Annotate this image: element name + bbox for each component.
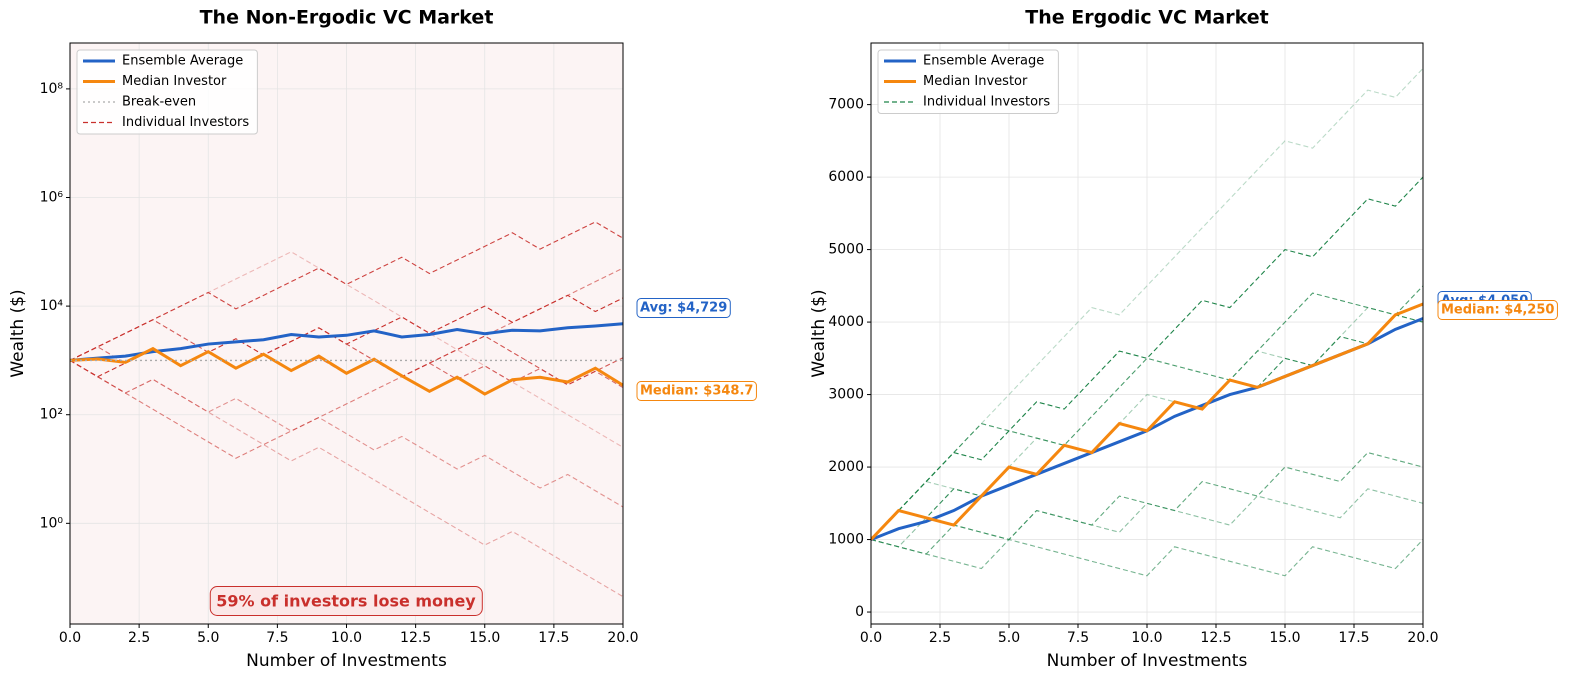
individual-path xyxy=(871,488,1423,548)
individual-path xyxy=(70,251,623,448)
legend: Ensemble Average Median Investor Individua… xyxy=(877,49,1059,114)
legend-label: Individual Investors xyxy=(122,115,249,130)
x-tick-label: 15.0 xyxy=(469,630,500,646)
legend-box xyxy=(877,49,1059,114)
y-tick-label: 10² xyxy=(40,407,63,423)
annotation-box xyxy=(1437,300,1558,320)
x-tick-label: 5.0 xyxy=(998,630,1020,646)
individual-path xyxy=(871,306,1423,540)
y-tick-label: 4000 xyxy=(828,314,864,330)
plot-lines xyxy=(70,221,623,598)
series-line xyxy=(70,346,623,396)
individual-path xyxy=(70,359,623,508)
x-tick-label: 17.5 xyxy=(1338,630,1369,646)
individual-path xyxy=(871,176,1423,540)
legend-label: Break-even xyxy=(122,95,196,110)
y-tick-label: 5000 xyxy=(828,242,864,258)
annotation: Median: $4,250 xyxy=(1441,303,1554,318)
y-tick-label: 6000 xyxy=(828,169,864,185)
x-tick-label: 0.0 xyxy=(860,630,882,646)
annotation: Avg: $4,729 xyxy=(640,301,727,316)
series-line xyxy=(70,322,623,362)
x-tick-label: 0.0 xyxy=(59,630,81,646)
x-axis-label: Number of Investments xyxy=(246,651,447,671)
y-tick-label: 0 xyxy=(855,604,864,620)
annotation-box xyxy=(636,381,757,401)
series-line xyxy=(871,302,1423,541)
x-tick-label: 2.5 xyxy=(929,630,951,646)
chart-title: The Ergodic VC Market xyxy=(1025,7,1268,29)
y-axis-label: Wealth ($) xyxy=(809,289,829,377)
annotation: 59% of investors lose money xyxy=(216,592,476,611)
x-tick-label: 7.5 xyxy=(266,630,288,646)
plot-frame xyxy=(69,42,624,625)
x-tick-label: 20.0 xyxy=(607,630,638,646)
y-tick-label: 3000 xyxy=(828,387,864,403)
annotation: Median: $348.7 xyxy=(640,384,753,399)
individual-path xyxy=(871,538,1423,577)
y-tick-label: 10⁸ xyxy=(40,81,64,97)
annotation-box xyxy=(636,298,731,318)
x-tick-label: 5.0 xyxy=(197,630,219,646)
legend-label: Ensemble Average xyxy=(923,54,1044,69)
legend-label: Median Investor xyxy=(122,74,227,89)
chart-title: The Non-Ergodic VC Market xyxy=(200,7,494,29)
y-tick-label: 2000 xyxy=(828,459,864,475)
x-tick-label: 10.0 xyxy=(331,630,362,646)
legend-label: Median Investor xyxy=(923,74,1028,89)
x-axis-label: Number of Investments xyxy=(1047,651,1248,671)
individual-path xyxy=(871,67,1423,540)
x-tick-label: 7.5 xyxy=(1067,630,1089,646)
legend: Ensemble Average Median Investor Break-eve… xyxy=(76,49,258,135)
individual-path xyxy=(70,319,623,386)
y-tick-label: 7000 xyxy=(828,97,864,113)
x-tick-label: 2.5 xyxy=(128,630,150,646)
plot-lines xyxy=(871,67,1423,577)
x-tick-label: 10.0 xyxy=(1131,630,1162,646)
y-tick-label: 10⁴ xyxy=(40,298,64,314)
annotation-box xyxy=(209,586,483,616)
legend-label: Ensemble Average xyxy=(122,54,243,69)
x-tick-label: 17.5 xyxy=(538,630,569,646)
x-tick-label: 12.5 xyxy=(1200,630,1231,646)
subplot: The Ergodic VC Market Number of Investmen… xyxy=(809,7,1558,671)
x-tick-label: 15.0 xyxy=(1269,630,1300,646)
plot-frame xyxy=(870,42,1424,625)
x-tick-label: 20.0 xyxy=(1407,630,1438,646)
x-tick-label: 12.5 xyxy=(400,630,431,646)
subplot: The Non-Ergodic VC Market Number of Inves… xyxy=(8,7,757,671)
y-tick-label: 10⁶ xyxy=(40,190,64,206)
legend-label: Individual Investors xyxy=(923,95,1050,110)
y-tick-label: 1000 xyxy=(828,532,864,548)
y-tick-label: 10⁰ xyxy=(40,515,64,531)
legend-box xyxy=(76,49,258,135)
y-axis-label: Wealth ($) xyxy=(8,289,28,377)
